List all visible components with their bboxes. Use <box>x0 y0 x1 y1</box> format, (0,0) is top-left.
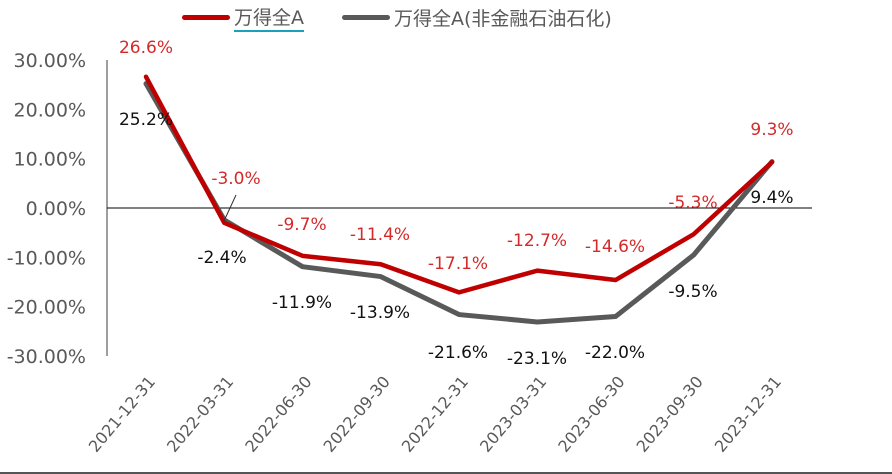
y-tick-label: -30.00% <box>7 346 86 368</box>
x-tick-label: 2022-03-31 <box>163 372 237 455</box>
data-labels: 26.6% -3.0% -9.7% -11.4% -17.1% -12.7% -14.6% -… <box>119 38 794 369</box>
data-label-gray: -21.6% <box>428 343 488 363</box>
legend-item-wind-all-a-ex-fin[interactable]: 万得全A(非金融石油石化) <box>342 4 612 31</box>
legend-label: 万得全A <box>234 3 304 32</box>
data-label-red: -14.6% <box>585 237 645 257</box>
data-label-red: -5.3% <box>668 193 717 213</box>
data-label-gray: 25.2% <box>119 110 173 130</box>
data-label-red: 9.3% <box>750 120 793 140</box>
x-tick-label: 2023-06-30 <box>554 372 628 455</box>
data-label-gray: -9.5% <box>668 282 717 302</box>
x-tick-label: 2022-09-30 <box>319 372 393 455</box>
y-axis-ticks: 30.00% 20.00% 10.00% 0.00% -10.00% -20.00% -30… <box>7 50 86 368</box>
series-lines <box>143 74 775 325</box>
y-tick-label: 20.00% <box>14 99 86 121</box>
data-label-gray: -22.0% <box>585 343 645 363</box>
data-label-gray: -2.4% <box>197 248 246 268</box>
y-tick-label: -20.00% <box>7 297 86 319</box>
x-tick-label: 2023-12-31 <box>711 372 785 455</box>
data-label-red: -9.7% <box>277 215 326 235</box>
x-tick-label: 2023-03-31 <box>476 372 550 455</box>
chart-legend: 万得全A 万得全A(非金融石油石化) <box>182 2 650 32</box>
data-label-red: -11.4% <box>350 225 410 245</box>
y-tick-label: -10.00% <box>7 247 86 269</box>
legend-item-wind-all-a[interactable]: 万得全A <box>182 3 304 32</box>
x-tick-label: 2022-06-30 <box>241 372 315 455</box>
legend-swatch-red <box>182 14 230 20</box>
data-label-red: -12.7% <box>507 231 567 251</box>
data-label-red: -17.1% <box>428 254 488 274</box>
data-label-red: 26.6% <box>119 38 173 58</box>
series-line-wind-all-a <box>143 74 775 295</box>
bottom-border <box>0 472 892 474</box>
legend-swatch-gray <box>342 14 390 20</box>
data-label-gray: -11.9% <box>272 293 332 313</box>
y-tick-label: 0.00% <box>26 198 86 220</box>
x-axis-ticks: 2021-12-31 2022-03-31 2022-06-30 2022-09-30… <box>85 372 785 455</box>
label-leader-line <box>223 194 237 222</box>
data-label-red: -3.0% <box>211 169 260 189</box>
data-label-gray: -23.1% <box>507 349 567 369</box>
x-tick-label: 2023-09-30 <box>632 372 706 455</box>
legend-label: 万得全A(非金融石油石化) <box>394 7 612 30</box>
y-tick-label: 30.00% <box>14 50 86 72</box>
x-tick-label: 2021-12-31 <box>85 372 159 455</box>
x-tick-label: 2022-12-31 <box>398 372 472 455</box>
data-label-gray: 9.4% <box>750 188 793 208</box>
y-tick-label: 10.00% <box>14 149 86 171</box>
data-label-gray: -13.9% <box>350 303 410 323</box>
